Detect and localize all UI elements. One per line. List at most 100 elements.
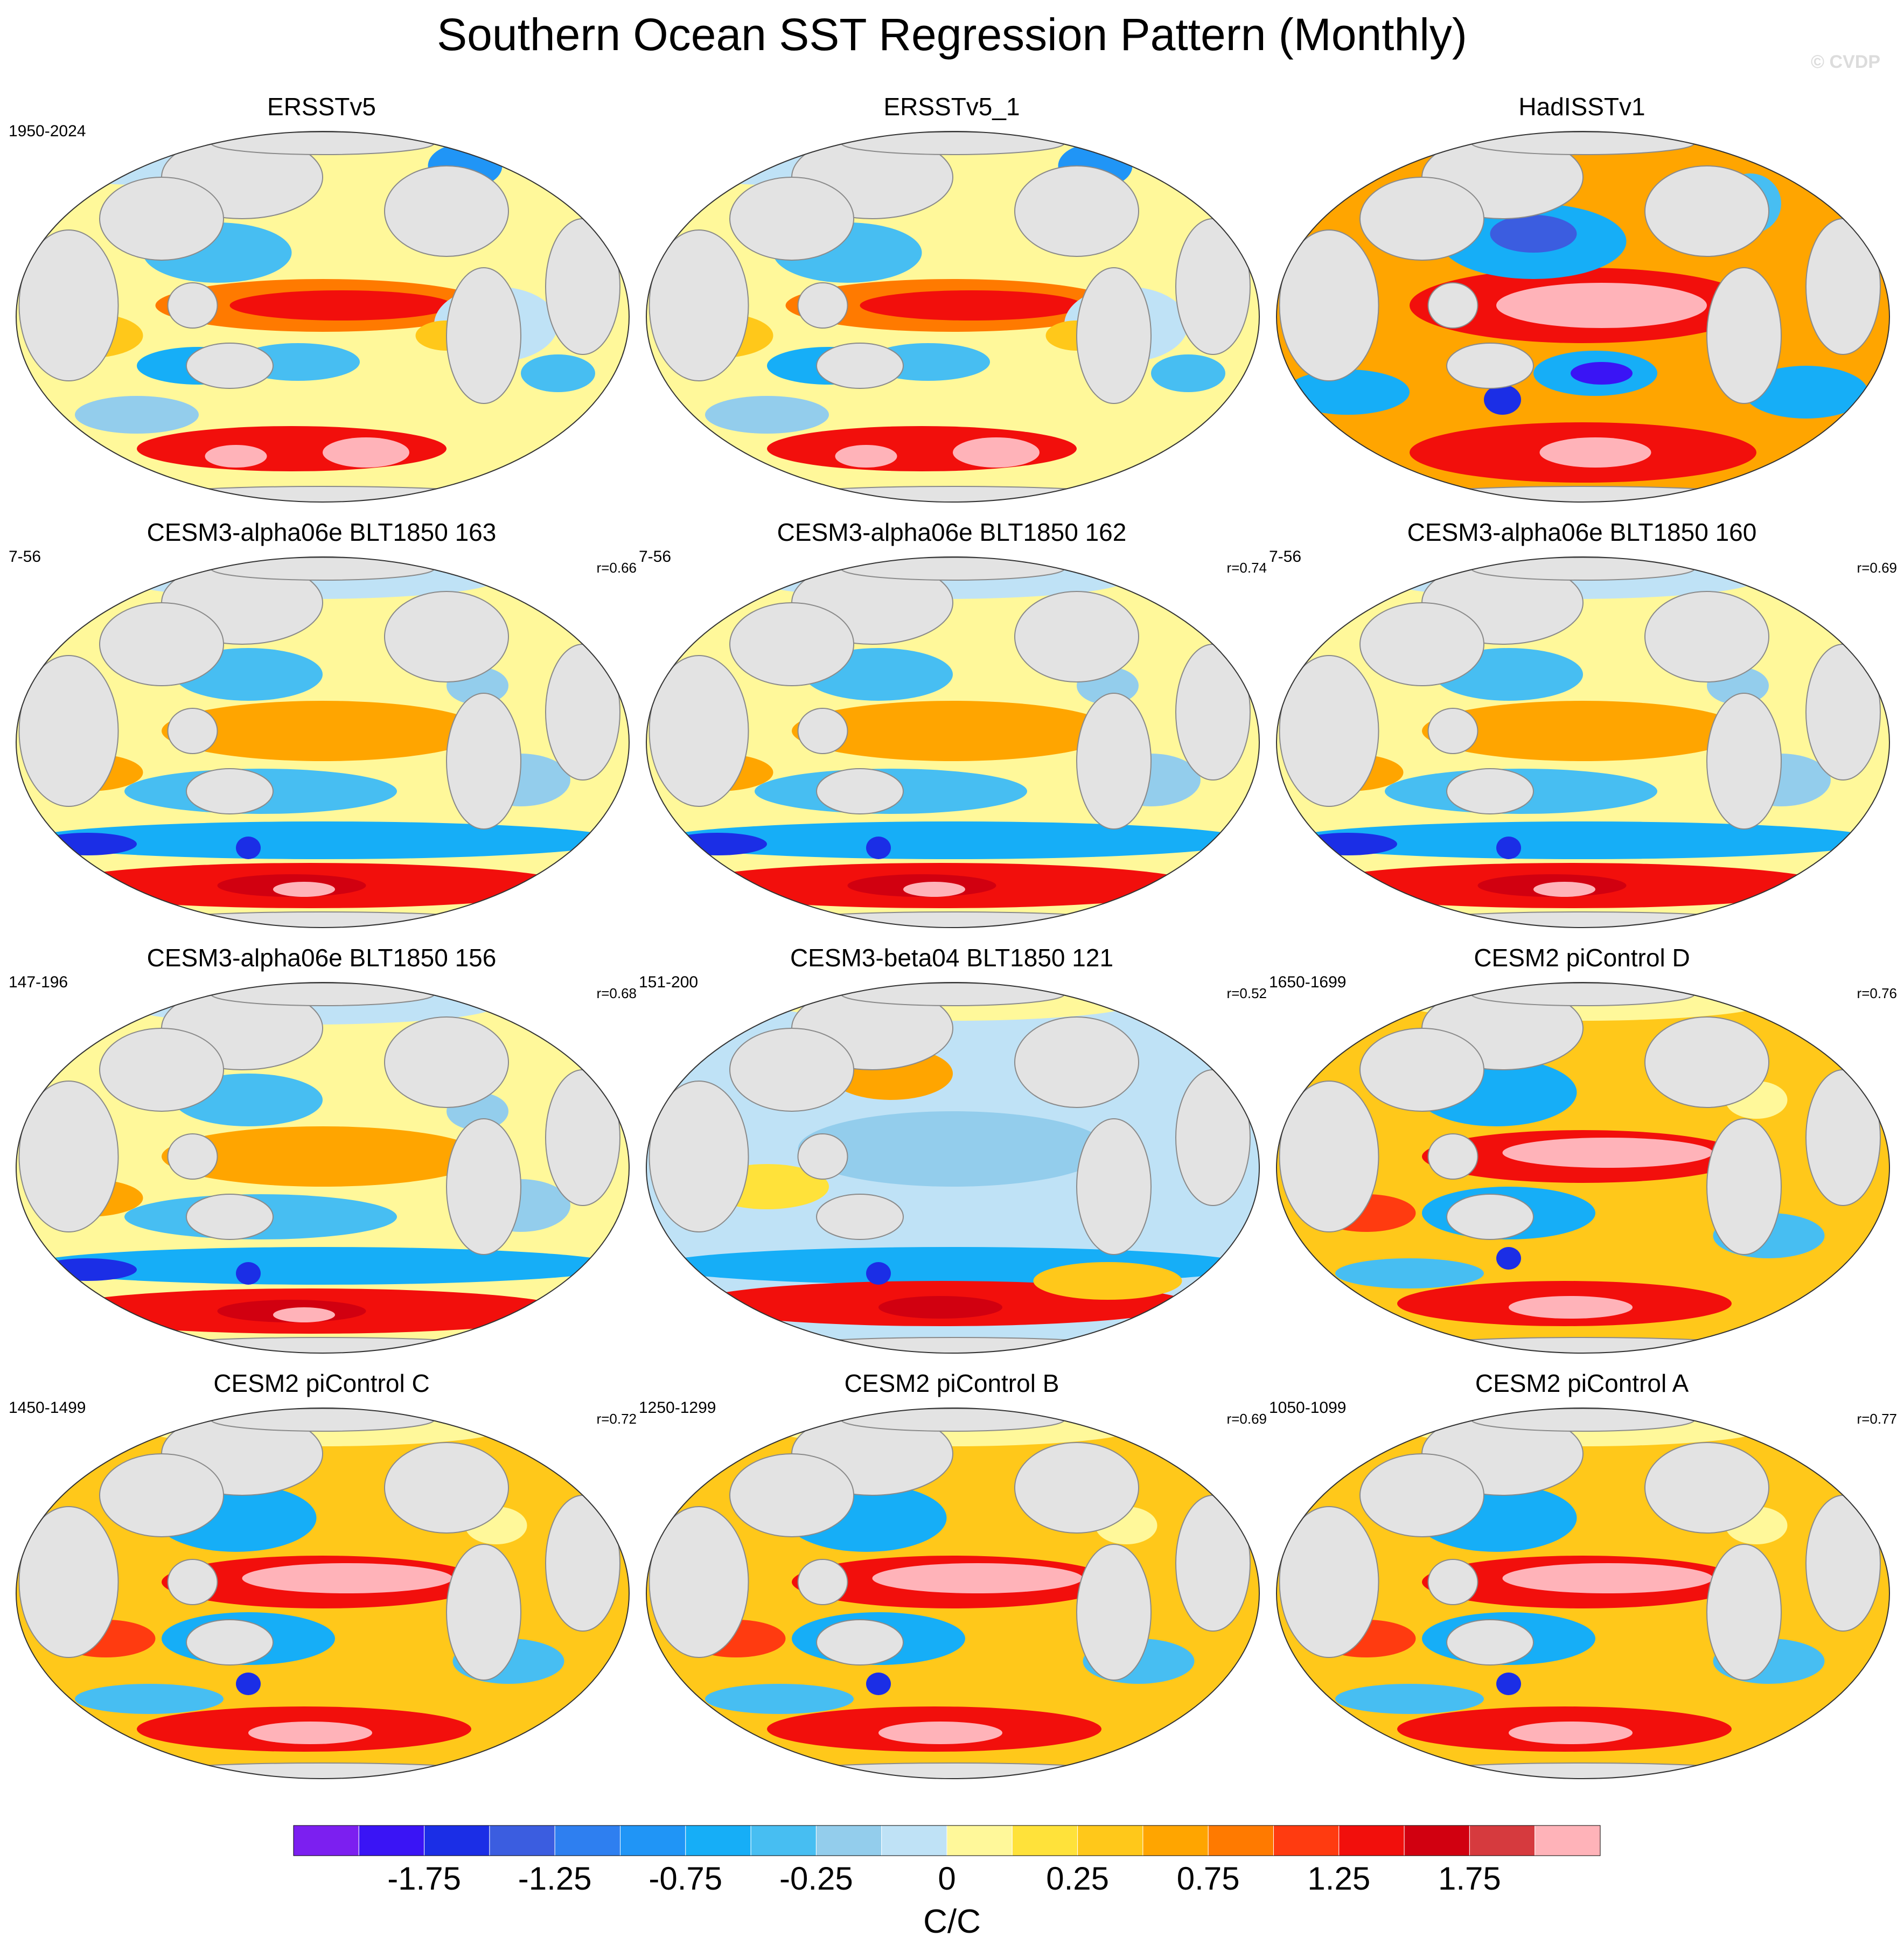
land-mass: [816, 343, 904, 389]
sst-anomaly-region: [1496, 837, 1521, 859]
land-mass: [1279, 1506, 1379, 1658]
panel-correlation: r=0.76: [1857, 985, 1897, 1001]
map-border: [1276, 1408, 1890, 1779]
land-mass: [1706, 267, 1782, 404]
map-panel: CESM2 piControl A 1050-1099 r=0.77: [1267, 1368, 1897, 1794]
panel-years: 1250-1299: [639, 1399, 716, 1417]
land-mass: [1076, 1118, 1152, 1255]
panel-correlation: r=0.77: [1857, 1411, 1897, 1427]
colorbar: -1.75 -1.25 -0.75 -0.25 0 0.25 0.75 1.25 1.75 C/…: [0, 1823, 1904, 1944]
sst-anomaly-region: [236, 1673, 261, 1695]
robinson-map: [16, 556, 630, 928]
sst-anomaly-region: [1335, 1258, 1484, 1288]
land-mass: [797, 282, 848, 329]
land-mass: [1446, 343, 1534, 389]
land-mass: [816, 768, 904, 814]
land-mass: [1446, 1619, 1534, 1666]
land-mass: [99, 1028, 224, 1112]
sst-anomaly-region: [38, 1258, 137, 1281]
land-mass: [1359, 602, 1484, 686]
land-mass: [384, 165, 509, 257]
land-mass: [729, 1453, 854, 1537]
sst-anomaly-region: [792, 701, 1114, 761]
sst-anomaly-region: [1496, 1673, 1521, 1695]
map-panel: CESM2 piControl B 1250-1299 r=0.69: [637, 1368, 1267, 1794]
land-mass: [1014, 1016, 1139, 1108]
sst-anomaly-region: [655, 821, 1250, 859]
colorbar-tick-label: -1.75: [387, 1861, 461, 1897]
land-mass: [446, 1544, 521, 1681]
colorbar-tick-label: -1.25: [518, 1861, 592, 1897]
land-mass: [1359, 1028, 1484, 1112]
land-mass: [1014, 1442, 1139, 1534]
sst-anomaly-region: [872, 1563, 1083, 1593]
map-border: [1276, 131, 1890, 503]
sst-anomaly-region: [162, 701, 484, 761]
panel-title: CESM3-alpha06e BLT1850 156: [147, 944, 497, 972]
colorbar-swatch: [815, 1825, 882, 1856]
land-mass: [1644, 165, 1769, 257]
colorbar-swatch: [1469, 1825, 1536, 1856]
land-mass: [186, 768, 274, 814]
panel-title: CESM3-alpha06e BLT1850 163: [147, 518, 497, 546]
colorbar-swatch: [685, 1825, 751, 1856]
robinson-map: [1276, 131, 1890, 503]
sst-anomaly-region: [25, 821, 620, 859]
land-mass: [1279, 655, 1379, 807]
colorbar-swatch: [1208, 1825, 1274, 1856]
panel-title: CESM2 piControl A: [1475, 1369, 1689, 1397]
panel-correlation: r=0.74: [1226, 560, 1267, 576]
land-mass: [99, 1453, 224, 1537]
land-mass: [545, 644, 620, 781]
sst-anomaly-region: [835, 445, 897, 468]
land-mass: [446, 267, 521, 404]
land-mass: [797, 1133, 848, 1180]
map-border: [16, 982, 630, 1354]
panel-title: HadISSTv1: [1518, 93, 1645, 121]
colorbar-tick-label: 0.75: [1176, 1861, 1240, 1897]
land-mass: [1706, 693, 1782, 830]
sst-anomaly-region: [1509, 1296, 1633, 1319]
land-mass: [186, 1619, 274, 1666]
sst-anomaly-region: [1509, 1722, 1633, 1744]
panel-title: CESM3-alpha06e BLT1850 162: [777, 518, 1127, 546]
land-mass: [1805, 1495, 1881, 1632]
sst-anomaly-region: [878, 1296, 1002, 1319]
panel-title: CESM2 piControl B: [844, 1369, 1059, 1397]
land-mass: [729, 602, 854, 686]
colorbar-swatch: [946, 1825, 1013, 1856]
map-border: [16, 131, 630, 503]
land-mass: [1279, 1081, 1379, 1232]
colorbar-swatch: [1338, 1825, 1405, 1856]
land-mass: [18, 655, 119, 807]
colorbar-units: C/C: [923, 1903, 981, 1940]
map-border: [646, 982, 1260, 1354]
panel-years: 7-56: [9, 548, 41, 566]
land-mass: [167, 282, 218, 329]
colorbar-tick-label: -0.25: [779, 1861, 853, 1897]
sst-anomaly-region: [798, 1111, 1108, 1187]
sst-anomaly-region: [248, 1722, 372, 1744]
colorbar-swatch: [1273, 1825, 1340, 1856]
sst-anomaly-region: [860, 290, 1083, 320]
sst-anomaly-region: [1335, 1684, 1484, 1714]
panel-title: CESM3-beta04 BLT1850 121: [790, 944, 1114, 972]
sst-anomaly-region: [705, 1684, 854, 1714]
map-panel: ERSSTv5_1: [637, 92, 1267, 517]
panel-correlation: r=0.72: [596, 1411, 637, 1427]
sst-anomaly-region: [273, 1307, 335, 1322]
land-mass: [1706, 1118, 1782, 1255]
colorbar-tick-label: 1.25: [1307, 1861, 1371, 1897]
sst-anomaly-region: [1286, 821, 1880, 859]
land-mass: [1076, 267, 1152, 404]
map-border: [1276, 982, 1890, 1354]
land-mass: [816, 1619, 904, 1666]
land-mass: [384, 1016, 509, 1108]
land-mass: [841, 557, 1065, 581]
colorbar-tick-label: 1.75: [1438, 1861, 1501, 1897]
colorbar-outline: [293, 1825, 1601, 1856]
sst-anomaly-region: [236, 1262, 261, 1285]
sst-anomaly-region: [1533, 882, 1595, 897]
robinson-map: [16, 131, 630, 503]
map-panel: ERSSTv5 1950-2024: [6, 92, 637, 517]
